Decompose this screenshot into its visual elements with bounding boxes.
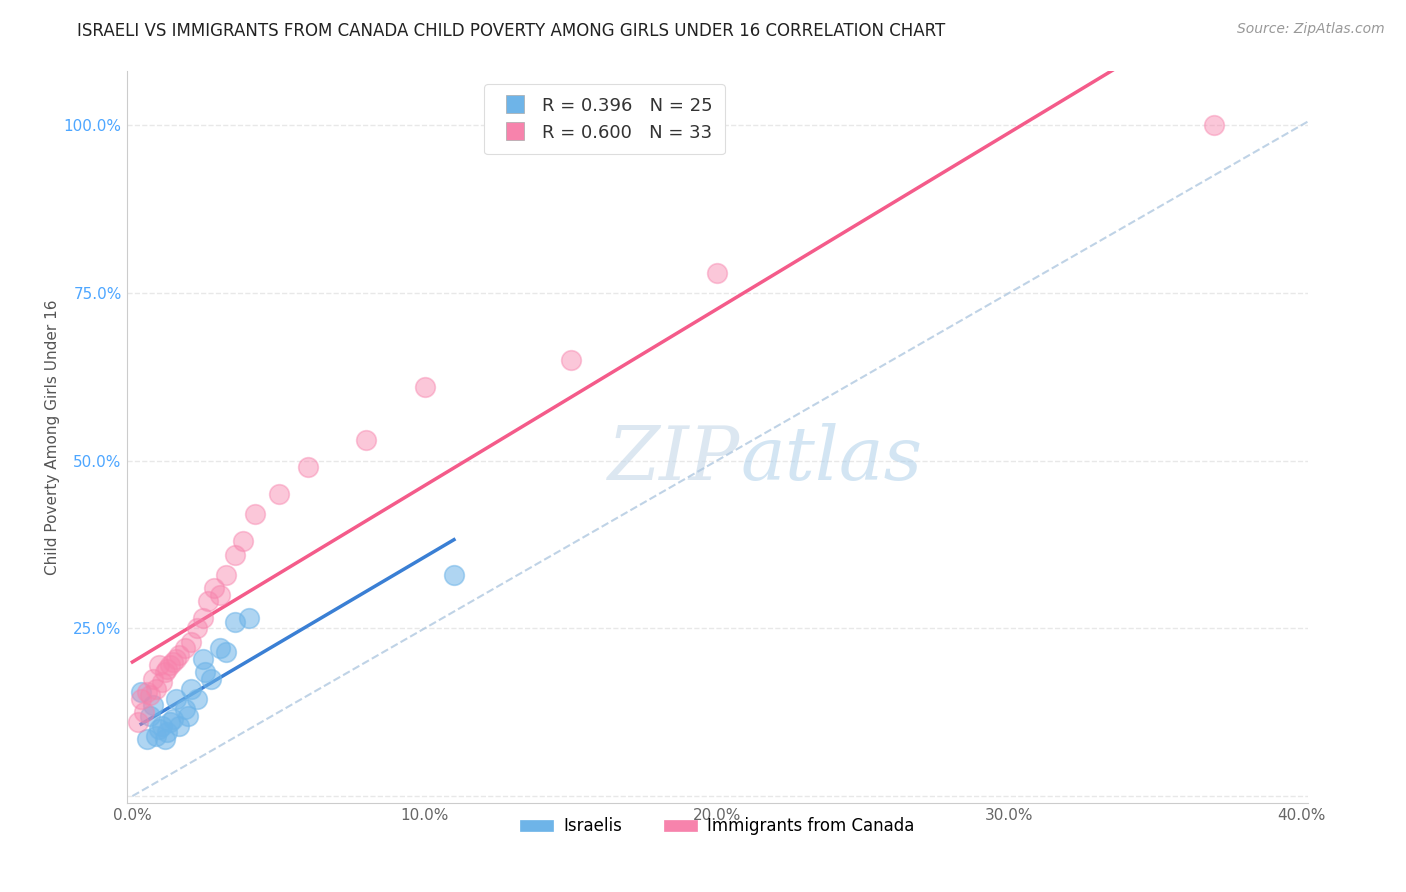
Point: [1202, 118, 1225, 132]
Point: [156, 662, 179, 676]
Text: atlas: atlas: [741, 423, 922, 495]
Point: [153, 665, 176, 679]
Point: [191, 611, 214, 625]
Point: [148, 658, 170, 673]
Point: [180, 634, 202, 648]
Point: [443, 567, 465, 582]
Point: [267, 487, 290, 501]
Point: [354, 434, 377, 448]
Point: [194, 665, 217, 679]
Point: [162, 712, 184, 726]
Point: [142, 698, 165, 713]
Point: [177, 708, 200, 723]
Point: [165, 651, 187, 665]
Point: [413, 380, 436, 394]
Point: [148, 722, 170, 736]
Point: [167, 718, 190, 732]
Point: [191, 651, 214, 665]
Point: [186, 621, 208, 635]
Point: [215, 645, 238, 659]
Point: [136, 685, 159, 699]
Point: [706, 266, 728, 280]
Point: [145, 729, 167, 743]
Point: [200, 672, 222, 686]
Text: ZIP: ZIP: [609, 423, 741, 495]
Point: [132, 705, 155, 719]
Point: [162, 655, 184, 669]
Point: [215, 567, 238, 582]
Point: [145, 681, 167, 696]
Point: [243, 508, 266, 522]
Legend: Israelis, Immigrants from Canada: Israelis, Immigrants from Canada: [513, 811, 921, 842]
Point: [139, 708, 162, 723]
Point: [156, 725, 179, 739]
Point: [159, 658, 181, 673]
Point: [209, 641, 232, 656]
Point: [153, 732, 176, 747]
Point: [127, 715, 149, 730]
Y-axis label: Child Poverty Among Girls Under 16: Child Poverty Among Girls Under 16: [45, 300, 60, 574]
Point: [129, 691, 152, 706]
Point: [238, 611, 260, 625]
Point: [202, 581, 225, 595]
Point: [165, 691, 187, 706]
Point: [224, 548, 246, 562]
Point: [174, 702, 197, 716]
Point: [224, 615, 246, 629]
Point: [136, 732, 159, 747]
Point: [209, 588, 232, 602]
Text: Source: ZipAtlas.com: Source: ZipAtlas.com: [1237, 22, 1385, 37]
Point: [297, 460, 319, 475]
Point: [167, 648, 190, 662]
Point: [232, 534, 254, 549]
Point: [159, 715, 181, 730]
Point: [129, 685, 152, 699]
Point: [142, 672, 165, 686]
Text: ISRAELI VS IMMIGRANTS FROM CANADA CHILD POVERTY AMONG GIRLS UNDER 16 CORRELATION: ISRAELI VS IMMIGRANTS FROM CANADA CHILD …: [77, 22, 946, 40]
Point: [150, 675, 173, 690]
Point: [180, 681, 202, 696]
Point: [186, 691, 208, 706]
Point: [197, 594, 219, 608]
Point: [174, 641, 197, 656]
Point: [139, 689, 162, 703]
Point: [560, 352, 582, 367]
Point: [150, 718, 173, 732]
